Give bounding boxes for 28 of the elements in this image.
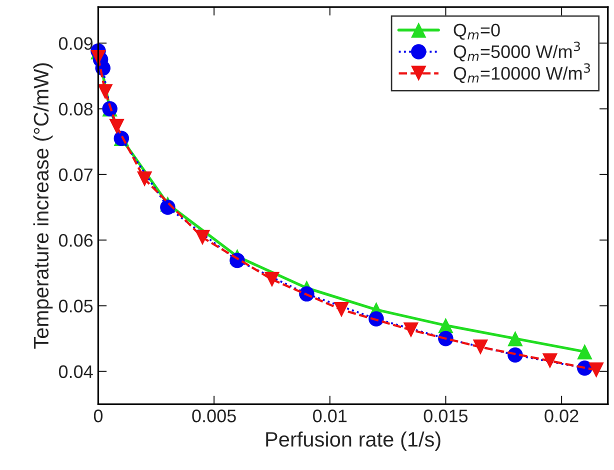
point <box>98 84 113 100</box>
y-tick-label: 0.06 <box>58 234 93 247</box>
legend-label: Q$_{m}$=5000 W/m$^{3}$ <box>454 42 580 62</box>
x-tick-label: 0.02 <box>544 410 578 422</box>
x-axis-title: Perfusion rate (1/s) <box>266 431 440 451</box>
y-tick-label: 0.07 <box>58 168 92 182</box>
x-tick-label: 0.01 <box>313 410 347 422</box>
point <box>334 302 350 318</box>
point <box>577 344 592 360</box>
y-tick-label: 0.05 <box>58 300 93 312</box>
y-tick-label: 0.04 <box>58 365 93 378</box>
legend-label: Q$_{m}$=10000 W/m$^{3}$ <box>454 63 590 83</box>
point <box>508 330 523 346</box>
x-tick-label: 0.015 <box>424 410 468 422</box>
legend-label: Q$_{m}$=0 <box>454 24 500 40</box>
x-tick-label: 0.005 <box>192 410 236 422</box>
point <box>542 353 558 369</box>
point <box>109 118 124 134</box>
x-tick-label: 0 <box>94 410 103 422</box>
y-tick-label: 0.09 <box>58 37 93 50</box>
point <box>194 230 210 246</box>
point <box>136 171 152 187</box>
point <box>403 322 419 338</box>
point <box>588 362 604 378</box>
point <box>472 339 488 355</box>
y-tick-label: 0.08 <box>58 102 93 116</box>
y-axis-title: Temperature increase (°C/mW) <box>33 63 53 349</box>
point <box>264 272 280 288</box>
